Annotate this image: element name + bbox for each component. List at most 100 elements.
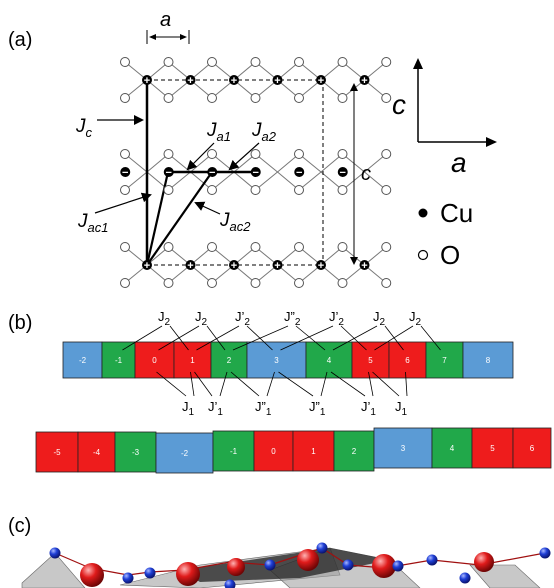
block-number: 0: [152, 356, 157, 365]
cu-sphere: [297, 549, 319, 571]
copper-atom: [359, 260, 370, 270]
oxygen-atom: [120, 149, 130, 159]
block-number: 3: [274, 356, 279, 365]
copper-atom: [229, 75, 239, 85]
bottom-coupling-label: J1: [182, 399, 195, 418]
oxygen-atom: [250, 242, 261, 252]
oxygen-atom: [294, 57, 304, 67]
jac2-label: Jac2: [219, 210, 251, 234]
oxygen-atom: [381, 278, 392, 288]
block-number: -1: [115, 356, 123, 365]
oxygen-atom: [250, 57, 261, 67]
block-number: 8: [486, 356, 491, 365]
charge-sign: −: [209, 167, 215, 179]
cu-sphere: [474, 552, 494, 572]
chain-block: [155, 432, 214, 474]
chain-block: [292, 430, 335, 472]
copper-atom: [229, 260, 239, 270]
jac2-sub: ac2: [230, 219, 252, 234]
o-sphere: [264, 559, 276, 571]
chain-block: [101, 341, 136, 379]
panel-a-label: (a): [8, 29, 32, 51]
charge-sign: −: [253, 167, 259, 179]
axis-c-label: c: [392, 89, 406, 120]
charge-sign: +: [274, 260, 280, 272]
chain-block: [425, 341, 464, 379]
block-number: 4: [327, 356, 332, 365]
cu-sphere: [176, 562, 200, 586]
oxygen-atom: [294, 93, 304, 103]
oxygen-atom: [163, 185, 174, 195]
ja2-label: Ja2: [251, 120, 277, 144]
block-number: 0: [271, 447, 276, 456]
o-sphere: [426, 554, 438, 566]
o-sphere: [459, 572, 471, 584]
dimension-a-label: a: [160, 9, 171, 31]
legend-o: O: [440, 240, 460, 270]
block-number: -3: [132, 448, 140, 457]
oxygen-atom: [337, 93, 348, 103]
bottom-coupling-label: J”1: [309, 399, 326, 418]
block-number: -2: [79, 356, 87, 365]
o-sphere: [392, 560, 404, 572]
copper-atom: [142, 75, 152, 85]
chain-block: [373, 427, 433, 469]
jac1-sub: ac1: [88, 220, 109, 235]
axes-indicator: c a: [392, 58, 497, 178]
oxygen-atom: [207, 242, 217, 252]
oxygen-atom: [381, 93, 392, 103]
charge-sign: −: [340, 167, 346, 179]
oxygen-atom: [381, 242, 392, 252]
oxygen-atom: [120, 93, 130, 103]
ja2-sub: a2: [262, 129, 277, 144]
charge-sign: +: [318, 260, 324, 272]
charge-sign: −: [296, 167, 302, 179]
oxygen-atom: [337, 242, 348, 252]
top-coupling-label: J’2: [235, 309, 250, 328]
o-sphere: [122, 572, 134, 584]
chain-block: [62, 341, 103, 379]
oxygen-atom: [207, 278, 217, 288]
copper-atom: [359, 75, 370, 85]
copper-atom: [294, 167, 305, 177]
lattice-diagram: + + + + + + − − − − − − + + + + + +: [120, 57, 392, 288]
dimension-a: a: [146, 9, 190, 44]
chain-block: [134, 341, 175, 379]
chain-block: [35, 431, 79, 473]
copper-atom: [316, 75, 326, 85]
chain-block: [173, 341, 212, 379]
charge-sign: +: [274, 75, 280, 87]
panel-a: (a) + + + + + + − − − − − − + + + + + + a c Jc Ja1: [8, 9, 497, 288]
ja1-sub: a1: [217, 129, 231, 144]
svg-text:Jac1: Jac1: [77, 211, 108, 235]
cu-sphere: [372, 554, 396, 578]
oxygen-atom: [207, 93, 217, 103]
svg-text:Jc: Jc: [75, 116, 93, 140]
panel-c-label: (c): [8, 515, 31, 537]
panel-b-label: (b): [8, 312, 32, 334]
o-sphere: [224, 579, 236, 588]
bottom-coupling-label: J’1: [208, 399, 223, 418]
svg-text:Ja1: Ja1: [206, 120, 231, 144]
charge-sign: −: [166, 167, 172, 179]
axis-a-label: a: [451, 147, 467, 178]
chain-row-2: -5 -4 -3 -2 -1 0 1 2 3 4 5 6: [35, 427, 552, 474]
oxygen-atom: [381, 57, 392, 67]
block-number: -5: [53, 448, 61, 457]
chain-block: [212, 430, 255, 472]
block-number: -4: [93, 448, 101, 457]
chain-3d-render: [21, 542, 551, 588]
charge-sign: +: [361, 75, 367, 87]
copper-atom: [272, 260, 283, 270]
top-coupling-label: J2: [158, 309, 171, 328]
bond-line: [431, 559, 481, 566]
cu-legend-icon: [418, 208, 428, 218]
oxygen-atom: [120, 57, 130, 67]
ja1-label: Ja1: [206, 120, 231, 144]
block-number: 1: [311, 447, 316, 456]
oxygen-atom: [381, 149, 392, 159]
oxygen-atom: [250, 185, 261, 195]
panel-c: (c): [8, 515, 551, 588]
block-number: 7: [442, 356, 447, 365]
